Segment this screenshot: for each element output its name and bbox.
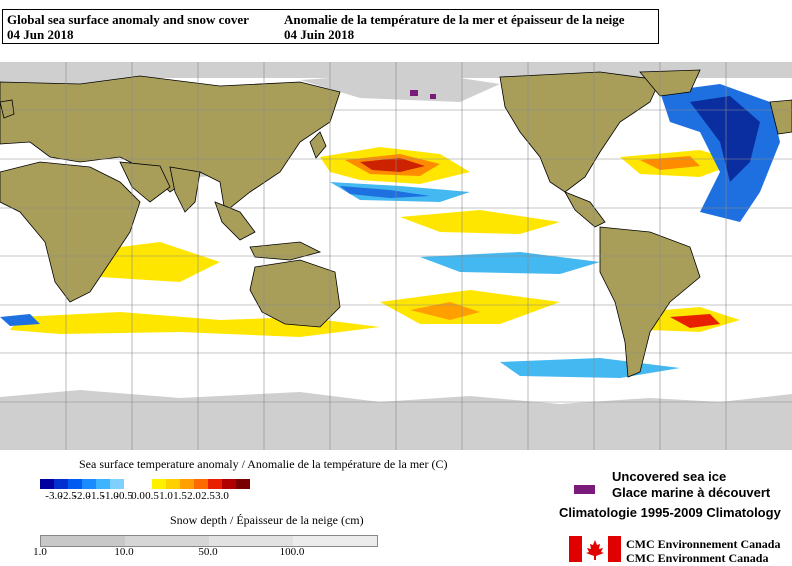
land-greenland: [639, 69, 701, 97]
land-india: [169, 166, 201, 213]
sst-colorbar-swatch: [236, 479, 250, 489]
land-japan: [309, 131, 327, 159]
land-africa: [0, 161, 141, 303]
sst-tick-label: -0.5: [115, 490, 133, 502]
snow-tick-label: 10.0: [114, 546, 134, 558]
sst-colorbar-swatch: [194, 479, 208, 489]
sst-colorbar-swatch: [138, 479, 152, 489]
sst-colorbar-swatch: [82, 479, 96, 489]
land-australia: [249, 259, 341, 328]
sst-tick-label: 1.0: [159, 490, 173, 502]
sst-tick-label: 3.0: [215, 490, 229, 502]
snow-colorbar-ticks: 1.0 10.0 50.0 100.0: [33, 546, 380, 560]
sst-colorbar-swatch: [124, 479, 138, 489]
date-english: 04 Jun 2018: [7, 27, 74, 42]
canada-flag-icon: [569, 536, 621, 562]
sst-colorbar-swatch: [68, 479, 82, 489]
sst-colorbar-swatch: [54, 479, 68, 489]
sst-colorbar-swatch: [152, 479, 166, 489]
sst-tick-label: -3.0: [45, 490, 63, 502]
sst-anomaly-map: [0, 62, 792, 450]
climatology-label: Climatologie 1995-2009 Climatology: [559, 505, 781, 520]
credit-line-french: CMC Environnement Canada: [626, 537, 781, 551]
map-title-box: Global sea surface anomaly and snow cove…: [2, 9, 659, 44]
sea-ice-swatch: [574, 485, 595, 494]
date-french: 04 Juin 2018: [284, 27, 355, 42]
sst-tick-label: 1.5: [173, 490, 187, 502]
sst-colorbar-swatch: [180, 479, 194, 489]
sst-colorbar: [40, 479, 250, 489]
snow-colorbar-swatch: [125, 536, 209, 546]
sst-tick-label: -1.0: [101, 490, 119, 502]
sst-tick-label: -1.5: [87, 490, 105, 502]
sst-tick-label: 0.5: [145, 490, 159, 502]
snow-tick-label: 100.0: [279, 546, 305, 558]
title-english: Global sea surface anomaly and snow cove…: [7, 12, 249, 27]
sst-tick-label: -2.5: [59, 490, 77, 502]
sst-colorbar-swatch: [222, 479, 236, 489]
sst-tick-label: 2.5: [201, 490, 215, 502]
sst-colorbar-swatch: [40, 479, 54, 489]
sst-tick-label: -2.0: [73, 490, 91, 502]
sea-ice-label-french: Glace marine à découvert: [612, 485, 771, 500]
credit-line-english: CMC Environment Canada: [626, 551, 769, 565]
sst-colorbar-swatch: [110, 479, 124, 489]
sea-ice-patches: [410, 90, 436, 99]
land-uk: [0, 99, 15, 119]
snow-colorbar: [40, 535, 378, 547]
sst-colorbar-swatch: [166, 479, 180, 489]
snow-colorbar-swatch: [41, 536, 125, 546]
sst-tick-label: 2.0: [187, 490, 201, 502]
land-central-america: [564, 191, 606, 228]
title-french: Anomalie de la température de la mer et …: [284, 12, 625, 27]
sst-tick-label: 0.0: [131, 490, 145, 502]
snow-tick-label: 50.0: [198, 546, 218, 558]
land-europe-edge: [769, 99, 792, 135]
snow-colorbar-swatch: [209, 536, 293, 546]
land-south-america: [599, 226, 701, 378]
land-arabia: [119, 161, 171, 203]
sst-colorbar-ticks: -3.0 -2.5 -2.0 -1.5 -1.0 -0.5 0.0 0.5 1.0 1.5 2.0 2…: [40, 490, 360, 504]
sst-colorbar-swatch: [96, 479, 110, 489]
snow-colorbar-swatch: [293, 536, 377, 546]
graticule: [0, 62, 792, 450]
snow-tick-label: 1.0: [33, 546, 47, 558]
sst-legend-title: Sea surface temperature anomaly / Anomal…: [79, 457, 448, 471]
snow-legend-title: Snow depth / Épaisseur de la neige (cm): [170, 513, 364, 527]
sst-colorbar-swatch: [208, 479, 222, 489]
land-se-asia: [214, 201, 256, 241]
sea-ice-label-english: Uncovered sea ice: [612, 469, 727, 484]
